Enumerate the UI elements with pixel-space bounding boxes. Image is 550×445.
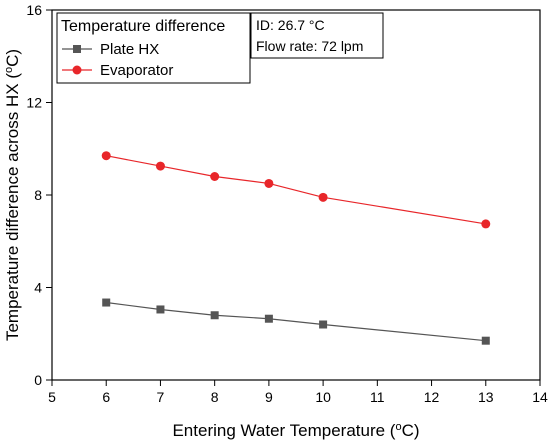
y-tick-label: 8: [34, 187, 42, 203]
legend-title: Temperature difference: [61, 18, 225, 35]
annotation-frame: [250, 12, 384, 59]
x-axis-title-sup: o: [395, 421, 401, 433]
annotation-id: ID: 26.7 °C: [256, 17, 325, 33]
x-tick-label: 5: [48, 389, 56, 405]
data-point-plate-hx: [481, 336, 490, 345]
y-axis-ticks: 0 4 8 12 16: [26, 2, 52, 388]
y-axis-title-end: C): [3, 49, 22, 67]
x-tick-label: 12: [424, 389, 440, 405]
data-point-evaporator: [481, 219, 491, 229]
data-point-plate-hx: [319, 320, 328, 329]
series-line-plate-hx: [106, 301, 486, 342]
y-tick-label: 4: [34, 280, 42, 296]
y-tick-label: 0: [34, 372, 42, 388]
x-tick-label: 11: [370, 389, 385, 405]
legend-entries: Plate HX Evaporator: [62, 41, 173, 79]
annotation-flow-rate: Flow rate: 72 lpm: [256, 38, 363, 54]
data-point-evaporator: [101, 151, 111, 161]
y-axis-title-sup: o: [3, 67, 15, 73]
x-tick-label: 8: [211, 389, 219, 405]
x-axis-title-main: Entering Water Temperature (: [172, 421, 395, 440]
x-axis-title: Entering Water Temperature (oC): [172, 421, 419, 440]
x-tick-label: 7: [157, 389, 165, 405]
data-point-evaporator: [210, 172, 220, 181]
data-point-plate-hx: [156, 305, 165, 314]
x-tick-label: 6: [102, 389, 110, 405]
data-point-evaporator: [264, 178, 274, 188]
data-point-evaporator: [318, 192, 328, 202]
y-tick-label: 16: [26, 2, 42, 18]
data-point-plate-hx: [264, 314, 273, 323]
data-point-plate-hx: [102, 298, 111, 307]
data-point-evaporator: [155, 161, 165, 171]
x-axis-ticks: 5 6 7 8 9 10 11 12 13 14: [48, 380, 548, 405]
legend-label-plate-hx: Plate HX: [100, 41, 159, 58]
legend: Temperature difference Plate HX Evaporato…: [56, 12, 251, 84]
x-tick-label: 9: [265, 389, 273, 405]
y-tick-label: 12: [26, 95, 42, 111]
series-layer: [101, 151, 491, 345]
annotation-box: ID: 26.7 °C Flow rate: 72 lpm: [250, 12, 384, 59]
series-line-evaporator: [106, 155, 486, 225]
x-tick-label: 10: [315, 389, 331, 405]
x-tick-label: 13: [478, 389, 494, 405]
legend-marker-plate-hx: [73, 45, 81, 53]
legend-box: [56, 12, 251, 84]
legend-marker-evaporator: [72, 65, 82, 75]
x-tick-label: 14: [532, 389, 548, 405]
y-axis-title: Temperature difference across HX (oC): [3, 49, 22, 341]
x-axis-title-end: C): [402, 421, 420, 440]
y-axis-title-main: Temperature difference across HX (: [3, 73, 22, 341]
data-point-plate-hx: [210, 311, 219, 320]
legend-label-evaporator: Evaporator: [100, 62, 173, 79]
